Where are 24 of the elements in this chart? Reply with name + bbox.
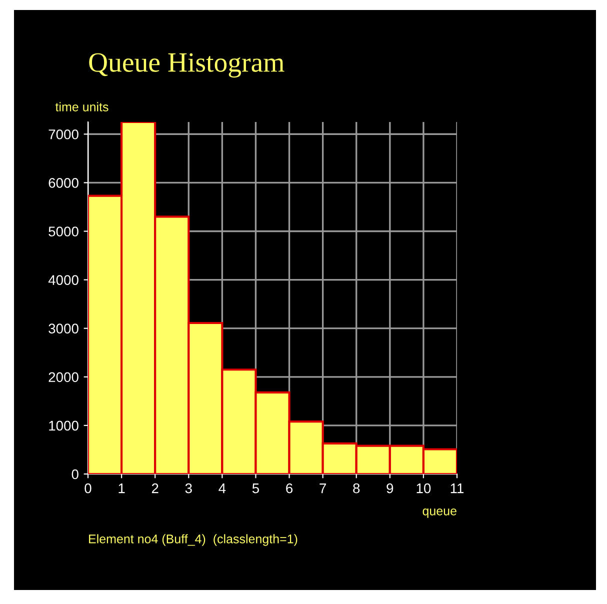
chart-title: Queue Histogram xyxy=(89,53,284,78)
x-tick-label: 3 xyxy=(185,483,192,494)
y-tick-label: 5000 xyxy=(48,226,78,236)
x-tick-label: 7 xyxy=(320,484,326,494)
y-tick-label: 0 xyxy=(72,469,78,480)
y-tick-label: 3000 xyxy=(48,324,78,334)
text: Element no4 (Buff_4) (classlength=1) xyxy=(89,534,298,546)
y-tick-label: 1000 xyxy=(49,420,78,431)
x-tick-label: 2 xyxy=(152,483,158,494)
x-tick-label: 11 xyxy=(450,484,464,494)
x-tick-label: 9 xyxy=(386,483,394,494)
y-axis-title: time units xyxy=(55,102,108,112)
y-tick-label: 2000 xyxy=(48,372,78,382)
x-tick-label: 0 xyxy=(84,483,92,494)
y-tick-label: 6000 xyxy=(48,178,78,188)
x-tick-label: 1 xyxy=(118,484,125,494)
x-tick-label: 6 xyxy=(286,483,293,494)
y-tick-label: 4000 xyxy=(48,275,78,285)
x-tick-label: 8 xyxy=(353,483,360,494)
x-tick-label: 10 xyxy=(416,483,431,494)
x-tick-label: 4 xyxy=(218,484,226,494)
x-tick-label: 5 xyxy=(252,484,260,494)
y-tick-label: 7000 xyxy=(48,129,78,140)
x-axis-title: queue xyxy=(422,508,456,518)
